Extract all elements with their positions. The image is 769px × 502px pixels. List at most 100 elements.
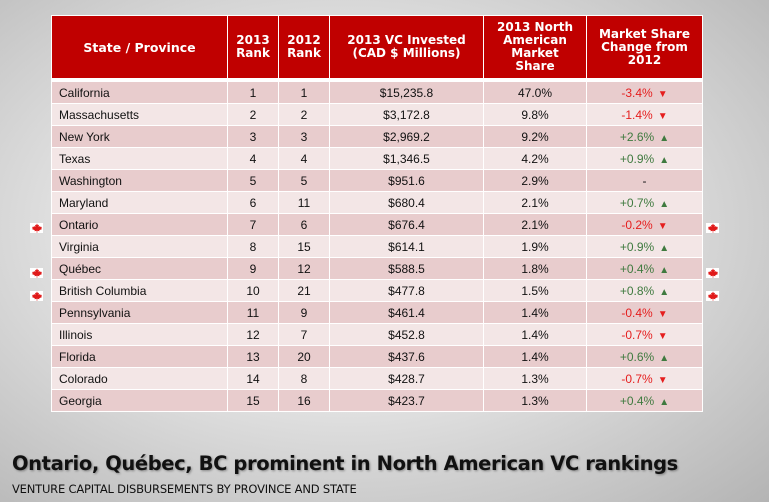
cell-vc-invested: $680.4 (329, 191, 484, 214)
arrow-up-icon: ▲ (659, 352, 670, 364)
arrow-up-icon: ▲ (659, 242, 670, 254)
table-row: Maryland 6 11 $680.4 2.1% +0.7% ▲ (51, 191, 703, 214)
cell-rank-2012: 4 (278, 147, 330, 170)
canada-flag-icon (30, 290, 43, 301)
cell-share-change: +0.9% ▲ (586, 147, 703, 170)
header-line: Change from (601, 39, 688, 54)
change-value: -0.4% (621, 305, 653, 320)
arrow-down-icon: ▼ (657, 110, 668, 122)
table-row: California 1 1 $15,235.8 47.0% -3.4% ▼ (51, 78, 703, 104)
cell-vc-invested: $2,969.2 (329, 125, 484, 148)
table-row: Virginia 8 15 $614.1 1.9% +0.9% ▲ (51, 235, 703, 258)
change-value: -3.4% (621, 85, 653, 100)
cell-vc-invested: $1,346.5 (329, 147, 484, 170)
cell-rank-2013: 14 (227, 367, 279, 390)
header-line: 2012 (627, 52, 662, 67)
cell-vc-invested: $461.4 (329, 301, 484, 324)
header-market-share: 2013 North American Market Share (483, 15, 587, 81)
cell-rank-2013: 10 (227, 279, 279, 302)
cell-rank-2012: 9 (278, 301, 330, 324)
arrow-down-icon: ▼ (657, 88, 668, 100)
cell-rank-2013: 12 (227, 323, 279, 346)
cell-rank-2012: 21 (278, 279, 330, 302)
header-line: (CAD $ Millions) (352, 46, 461, 60)
header-line: Share (515, 59, 555, 73)
cell-state: Colorado (51, 367, 228, 390)
arrow-up-icon: ▲ (659, 198, 670, 210)
cell-market-share: 2.1% (483, 213, 587, 236)
cell-rank-2013: 3 (227, 125, 279, 148)
change-value: +0.9% (619, 151, 655, 166)
cell-rank-2012: 2 (278, 103, 330, 126)
cell-state: Massachusetts (51, 103, 228, 126)
cell-share-change: +0.4% ▲ (586, 389, 703, 412)
cell-rank-2013: 8 (227, 235, 279, 258)
table-row: Washington 5 5 $951.6 2.9% - (51, 169, 703, 192)
cell-rank-2012: 20 (278, 345, 330, 368)
cell-vc-invested: $452.8 (329, 323, 484, 346)
table-row: Illinois 12 7 $452.8 1.4% -0.7% ▼ (51, 323, 703, 346)
cell-rank-2013: 5 (227, 169, 279, 192)
cell-vc-invested: $588.5 (329, 257, 484, 280)
header-line: 2013 (236, 33, 270, 47)
arrow-up-icon: ▲ (659, 396, 670, 408)
cell-market-share: 1.9% (483, 235, 587, 258)
cell-market-share: 1.3% (483, 367, 587, 390)
cell-rank-2013: 15 (227, 389, 279, 412)
cell-vc-invested: $3,172.8 (329, 103, 484, 126)
arrow-up-icon: ▲ (659, 132, 670, 144)
cell-rank-2013: 4 (227, 147, 279, 170)
change-value: +0.7% (619, 195, 655, 210)
cell-market-share: 47.0% (483, 78, 587, 104)
cell-rank-2012: 15 (278, 235, 330, 258)
cell-rank-2012: 6 (278, 213, 330, 236)
table-row: British Columbia 10 21 $477.8 1.5% +0.8% ▲ (51, 279, 703, 302)
change-value: +0.8% (619, 283, 655, 298)
cell-share-change: -1.4% ▼ (586, 103, 703, 126)
cell-state: California (51, 78, 228, 104)
cell-market-share: 1.4% (483, 301, 587, 324)
cell-rank-2013: 13 (227, 345, 279, 368)
arrow-down-icon: ▼ (657, 220, 668, 232)
cell-vc-invested: $423.7 (329, 389, 484, 412)
cell-market-share: 4.2% (483, 147, 587, 170)
change-value: +0.9% (619, 239, 655, 254)
cell-market-share: 2.1% (483, 191, 587, 214)
cell-share-change: +0.4% ▲ (586, 257, 703, 280)
cell-state: Texas (51, 147, 228, 170)
cell-market-share: 1.5% (483, 279, 587, 302)
change-value: -0.7% (621, 327, 653, 342)
cell-rank-2012: 3 (278, 125, 330, 148)
change-value: -0.7% (621, 371, 653, 386)
cell-rank-2013: 2 (227, 103, 279, 126)
cell-rank-2013: 9 (227, 257, 279, 280)
cell-market-share: 1.8% (483, 257, 587, 280)
canada-flag-icon (706, 223, 719, 234)
cell-rank-2012: 8 (278, 367, 330, 390)
header-line: Rank (236, 46, 270, 60)
arrow-up-icon: ▲ (659, 154, 670, 166)
header-rank-2012: 2012 Rank (278, 15, 330, 81)
cell-rank-2012: 7 (278, 323, 330, 346)
header-line: State / Province (83, 39, 196, 55)
table-row: Georgia 15 16 $423.7 1.3% +0.4% ▲ (51, 389, 703, 412)
cell-share-change: +0.8% ▲ (586, 279, 703, 302)
cell-share-change: +0.6% ▲ (586, 345, 703, 368)
cell-share-change: -0.7% ▼ (586, 367, 703, 390)
cell-rank-2012: 11 (278, 191, 330, 214)
cell-state: Ontario (51, 213, 228, 236)
change-value: +2.6% (619, 129, 655, 144)
header-line: Market Share (598, 26, 690, 41)
arrow-up-icon: ▲ (659, 264, 670, 276)
cell-rank-2013: 7 (227, 213, 279, 236)
cell-market-share: 1.3% (483, 389, 587, 412)
change-value: - (642, 173, 647, 188)
header-line: American (503, 33, 567, 47)
cell-vc-invested: $951.6 (329, 169, 484, 192)
table-row: Pennsylvania 11 9 $461.4 1.4% -0.4% ▼ (51, 301, 703, 324)
cell-market-share: 1.4% (483, 323, 587, 346)
cell-rank-2012: 16 (278, 389, 330, 412)
cell-vc-invested: $676.4 (329, 213, 484, 236)
header-line: Market (511, 46, 559, 60)
vc-rankings-table-wrapper: State / Province 2013 Rank 2012 Rank 2013 VC … (51, 15, 703, 412)
